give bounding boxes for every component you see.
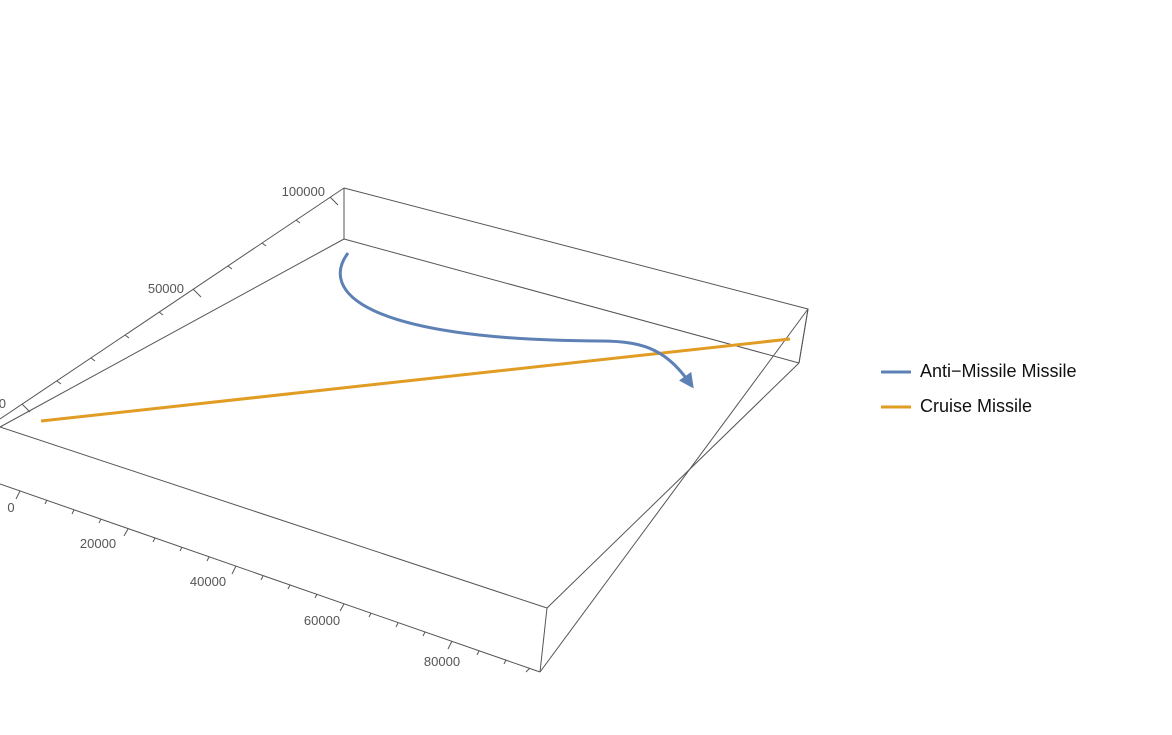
box-left-top bbox=[0, 238, 345, 428]
x-tick bbox=[179, 546, 183, 552]
legend: Anti−Missile Missile Cruise Missile bbox=[881, 361, 1077, 416]
y-axis-ticks bbox=[21, 196, 339, 413]
y-tick bbox=[124, 334, 130, 339]
x-tick bbox=[98, 518, 102, 524]
x-tick bbox=[395, 622, 399, 628]
x-tick bbox=[231, 565, 237, 575]
y-tick bbox=[192, 288, 202, 298]
box-front-top bbox=[0, 426, 548, 609]
y-tick bbox=[21, 403, 31, 413]
y-tick bbox=[329, 196, 339, 206]
x-tick bbox=[15, 490, 21, 500]
box-front-right bbox=[539, 308, 809, 673]
y-tick bbox=[90, 357, 96, 362]
y-tick bbox=[261, 242, 267, 247]
x-tick-label-20000: 20000 bbox=[80, 536, 116, 551]
x-tick bbox=[476, 650, 480, 656]
x-tick bbox=[339, 603, 345, 612]
legend-label-anti-missile-missile: Anti−Missile Missile bbox=[920, 361, 1077, 381]
x-tick-label-0: 0 bbox=[7, 500, 14, 515]
x-tick bbox=[447, 640, 453, 650]
x-tick bbox=[287, 584, 291, 590]
box-vertical-right bbox=[798, 308, 809, 364]
box-front-bottom bbox=[0, 483, 541, 673]
box-left-axis bbox=[0, 187, 345, 420]
box-top-back bbox=[343, 187, 809, 364]
x-tick bbox=[206, 556, 210, 562]
x-tick bbox=[525, 667, 531, 673]
x-tick bbox=[314, 593, 318, 599]
x-tick bbox=[503, 659, 507, 665]
y-tick-label-50000: 50000 bbox=[148, 281, 184, 296]
y-tick bbox=[56, 380, 62, 385]
box-bottom-back bbox=[343, 238, 800, 364]
x-tick bbox=[44, 499, 48, 505]
bounding-box bbox=[0, 187, 809, 673]
y-tick-label-100000: 100000 bbox=[282, 184, 325, 199]
y-tick bbox=[227, 265, 233, 270]
series-line-anti-missile-missile bbox=[338, 252, 694, 389]
x-tick bbox=[71, 509, 75, 515]
x-tick bbox=[368, 612, 372, 618]
x-tick bbox=[152, 537, 156, 543]
x-tick bbox=[123, 528, 129, 537]
x-tick-label-40000: 40000 bbox=[190, 574, 226, 589]
x-tick bbox=[260, 575, 264, 581]
y-tick bbox=[158, 311, 164, 316]
x-tick bbox=[422, 631, 426, 637]
box-front-right-top bbox=[546, 362, 800, 609]
x-tick-label-60000: 60000 bbox=[304, 613, 340, 628]
legend-label-cruise-missile: Cruise Missile bbox=[920, 396, 1032, 416]
box-front-vertical bbox=[539, 607, 548, 673]
x-axis-ticks bbox=[15, 490, 531, 673]
series-line-cruise-missile bbox=[40, 337, 791, 423]
y-tick-label-0: 0 bbox=[0, 396, 6, 411]
x-tick-label-80000: 80000 bbox=[424, 654, 460, 669]
y-tick bbox=[295, 219, 301, 224]
